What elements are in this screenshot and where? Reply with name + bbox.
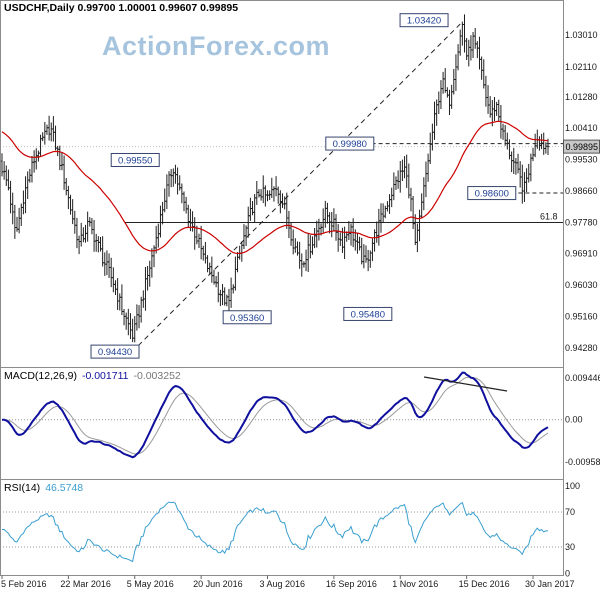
price-label-box <box>110 152 160 167</box>
price-bars <box>1 14 549 343</box>
rsi-value: 46.5748 <box>45 482 84 494</box>
macd-axis-label: -0.009584 <box>565 457 600 467</box>
macd-trendline <box>423 376 508 392</box>
price-label-box <box>343 306 393 321</box>
macd-signal-line <box>2 376 549 455</box>
macd-axis-label: 0.00 <box>565 415 583 425</box>
chart-title: USDCHF,Daily 0.99700 1.00001 0.99607 0.9… <box>4 2 239 14</box>
price-label: 0.95480 <box>351 309 385 320</box>
price-label-box <box>467 186 517 201</box>
rsi-axis-label: 70 <box>565 507 575 517</box>
price-label-box <box>399 13 449 28</box>
bar-close-ticks <box>2 23 550 339</box>
rising-trendline <box>131 21 463 353</box>
price-label: 0.95360 <box>230 313 264 324</box>
price-axis-label: 0.94280 <box>565 343 598 353</box>
macd-line <box>2 371 549 459</box>
x-axis-label: 16 Sep 2016 <box>326 579 377 589</box>
x-axis-label: 5 May 2016 <box>127 579 174 589</box>
plot-border <box>0 0 564 576</box>
macd-indicator-name: MACD(12,26,9) <box>4 370 77 382</box>
price-label: 0.98600 <box>475 189 509 200</box>
price-axis-label: 1.02110 <box>565 62 597 72</box>
price-axis-label: 0.97780 <box>565 217 598 227</box>
price-axis-label: 0.95160 <box>565 311 598 321</box>
price-label-box <box>90 344 140 359</box>
x-axis-label: 22 Mar 2016 <box>60 579 111 589</box>
macd-value-signal: -0.003252 <box>133 370 181 382</box>
rsi-line <box>1 501 549 563</box>
rsi-axis-label: 30 <box>565 542 575 552</box>
x-axis-label: 15 Dec 2016 <box>459 579 510 589</box>
price-axis-label: 0.99530 <box>565 155 598 165</box>
price-axis-label: 1.00410 <box>565 123 598 133</box>
price-label-box <box>325 136 375 151</box>
x-axis-label: 1 Nov 2016 <box>392 579 438 589</box>
macd-title: MACD(12,26,9) -0.001711 -0.003252 <box>4 370 186 383</box>
x-axis-label: 20 Jun 2016 <box>193 579 243 589</box>
price-axis-label: 0.98660 <box>565 186 598 196</box>
x-axis-label: 3 Aug 2016 <box>260 579 306 589</box>
x-axis-label: 5 Feb 2016 <box>1 579 47 589</box>
moving-average-line <box>1 120 549 254</box>
watermark: ActionForex.com <box>102 31 331 61</box>
price-axis-label: 1.03010 <box>565 30 598 40</box>
fib-level-label: 61.8 <box>540 211 558 221</box>
rsi-axis-label: 100 <box>565 481 580 491</box>
current-price-axis-label: 0.99895 <box>566 142 599 152</box>
price-label: 0.99980 <box>333 139 367 150</box>
price-label: 1.03420 <box>407 16 441 27</box>
bar-open-ticks <box>0 23 549 339</box>
price-axis-label: 0.96030 <box>565 280 598 290</box>
rsi-axis-label: 0 <box>565 568 570 578</box>
macd-axis-label: 0.009446 <box>565 373 600 383</box>
price-label: 0.99550 <box>118 155 152 166</box>
x-axis-label: 30 Jan 2017 <box>525 579 575 589</box>
price-axis-label: 1.01280 <box>565 92 598 102</box>
price-label-box <box>222 310 272 325</box>
macd-value-main: -0.001711 <box>81 370 129 382</box>
price-label: 0.94430 <box>98 347 132 358</box>
rsi-title: RSI(14) 46.5748 <box>4 482 88 495</box>
rsi-indicator-name: RSI(14) <box>4 482 41 494</box>
price-axis-label: 0.96910 <box>565 249 598 259</box>
